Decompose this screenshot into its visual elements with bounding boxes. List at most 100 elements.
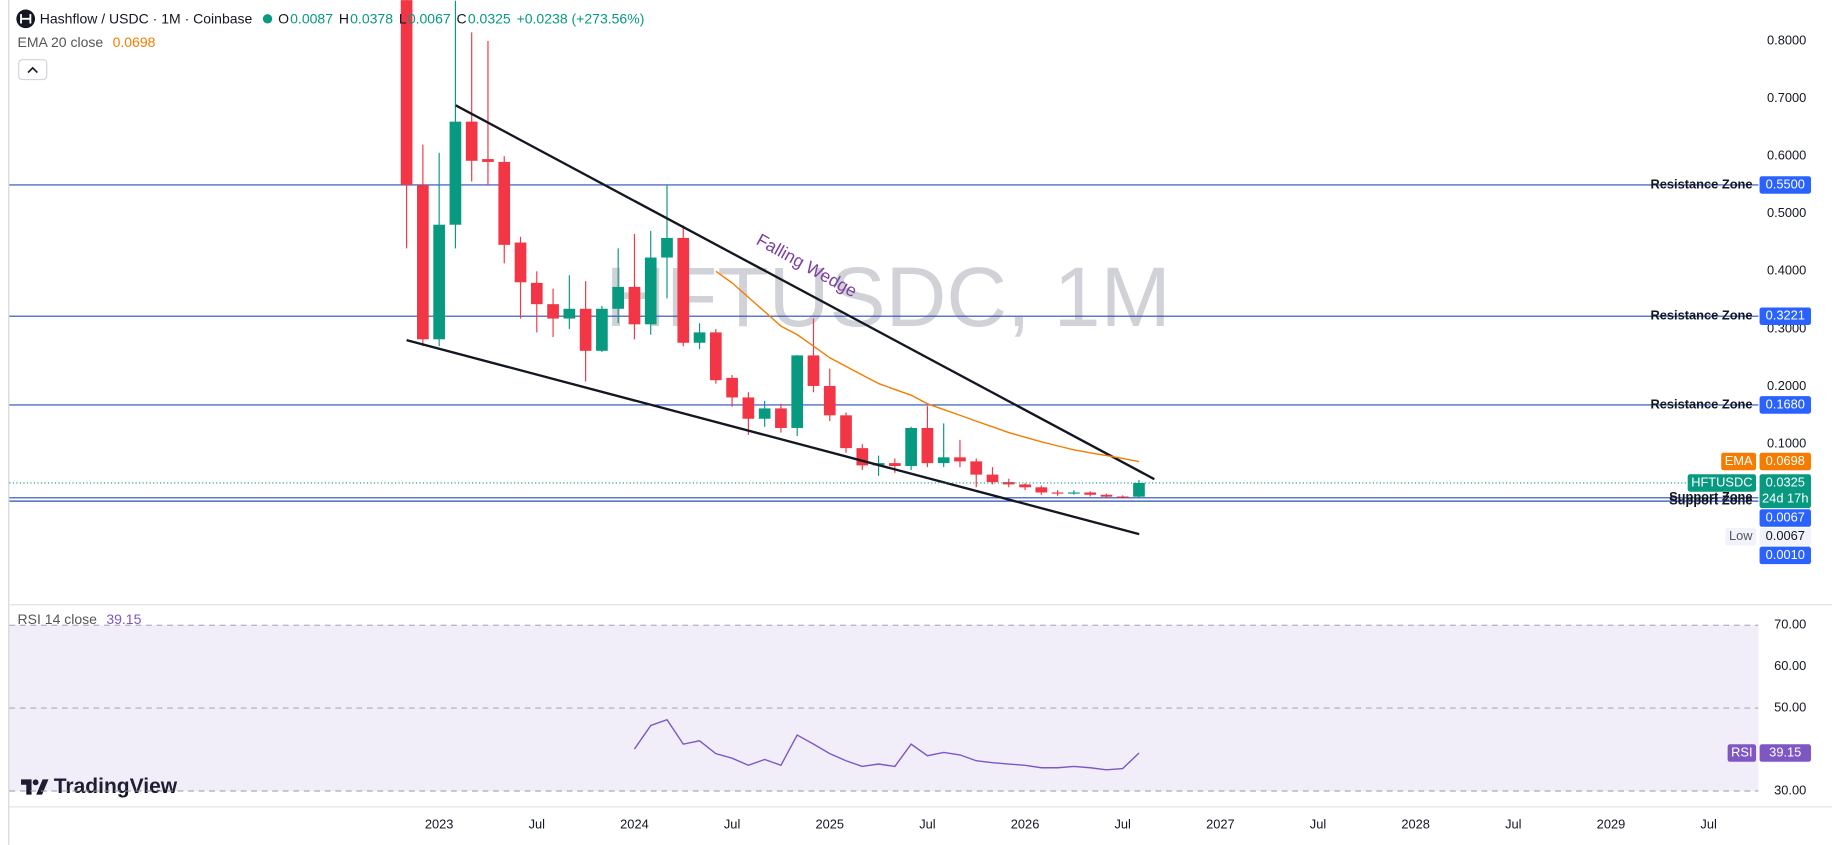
ema-legend: EMA 20 close: [18, 34, 104, 50]
x-tick-label: Jul: [1310, 816, 1326, 831]
rsi-tag-box: [1759, 744, 1811, 762]
low-tag-box: [1725, 527, 1757, 546]
ohlc-value: 0.0087: [290, 11, 333, 27]
candle-body: [644, 257, 657, 325]
candle-body: [449, 121, 462, 225]
candle-body: [758, 408, 771, 419]
candle-body: [628, 286, 641, 325]
candle-body: [1019, 484, 1031, 488]
candle-body: [921, 427, 934, 464]
candle-body: [840, 415, 852, 449]
ema-tag-box: [1721, 452, 1757, 471]
candle-body: [596, 308, 608, 351]
logo-icon: [36, 779, 49, 795]
x-tick-label: 2027: [1206, 816, 1235, 831]
level-tag-box: [1759, 176, 1811, 194]
ohlc-letter: C: [457, 11, 467, 27]
level-tag-value: 0.1680: [1766, 396, 1805, 411]
candle-body: [1068, 492, 1080, 494]
levels: Resistance Zone Resistance Zone Resistance…: [9, 176, 1759, 507]
candle-body: [1116, 496, 1129, 498]
x-tick-label: 2024: [620, 816, 649, 831]
trendline-upper: [455, 104, 1155, 481]
level-label: Resistance Zone: [1650, 176, 1752, 191]
ohlc-value: 0.0378: [350, 11, 393, 27]
ohlc-letter: H: [339, 11, 349, 27]
candle-body: [726, 377, 738, 398]
y-tick-label: 0.8000: [1767, 32, 1806, 47]
rsi-tick-label: 50.00: [1774, 699, 1806, 714]
level-tag-box: [1759, 307, 1811, 325]
ohlc-letter: L: [399, 11, 407, 27]
ohlc-value: 0.0325: [468, 11, 511, 27]
x-tick-label: 2028: [1401, 816, 1430, 831]
logo-icon: [32, 779, 39, 786]
candle-body: [709, 332, 722, 381]
candle-body: [1100, 494, 1113, 497]
change-label: +0.0238 (+273.56%): [517, 11, 645, 27]
price-tag-box: [1759, 474, 1811, 509]
watermark: HFTUSDC, 1M: [605, 250, 1170, 344]
symbol-icon-glyph: [20, 14, 32, 24]
level-tag-box: [1759, 396, 1811, 414]
low-tag-label: Low: [1729, 528, 1753, 543]
price-tag-label: HFTUSDC: [1691, 474, 1752, 489]
low-tag-box: [1759, 527, 1811, 546]
x-tick-label: 2029: [1597, 816, 1626, 831]
x-tick-label: 2026: [1011, 816, 1040, 831]
candle-body: [742, 397, 755, 419]
candle-body: [775, 408, 787, 428]
level-tag-value: 0.0067: [1766, 509, 1805, 524]
candle-body: [889, 463, 901, 466]
candle-body: [482, 159, 494, 162]
candle-body: [433, 224, 445, 340]
level-label: Support Zone: [1669, 489, 1752, 504]
ema-tag-value: 0.0698: [1766, 453, 1805, 468]
candle-body: [1133, 482, 1145, 497]
x-tick-label: 2025: [815, 816, 844, 831]
level-label: Support Zone: [1669, 492, 1752, 507]
candle-body: [954, 457, 966, 462]
logo-icon: [21, 779, 32, 795]
rsi-legend: RSI 14 close: [18, 611, 98, 627]
candle-body: [547, 304, 559, 319]
level-tag-value: 0.5500: [1766, 176, 1805, 191]
candle-body: [498, 161, 511, 245]
rsi-tick-label: 30.00: [1774, 782, 1806, 797]
candle-body: [530, 282, 543, 305]
level-tag-box: [1759, 546, 1811, 565]
y-tick-label: 0.5000: [1767, 205, 1806, 220]
candles: [400, 0, 1145, 498]
level-tag-box: [1759, 509, 1811, 527]
rsi-tag-label: RSI: [1731, 744, 1752, 759]
ohlc-letter: O: [278, 11, 289, 27]
x-tick-label: Jul: [529, 816, 545, 831]
candle-body: [970, 461, 983, 475]
candle-body: [905, 427, 917, 466]
level-label: Resistance Zone: [1650, 308, 1752, 323]
rsi-tick-label: 70.00: [1774, 617, 1806, 632]
rsi-line: [633, 718, 1140, 771]
collapse-icon: [27, 66, 38, 74]
candle-body: [563, 308, 576, 319]
market-status: [262, 14, 273, 24]
y-tick-label: 0.6000: [1767, 148, 1806, 163]
x-tick-label: Jul: [1700, 816, 1716, 831]
candle-body: [1035, 487, 1048, 493]
x-tick-label: 2023: [425, 816, 454, 831]
collapse-button[interactable]: [18, 59, 48, 81]
rsi-legend-value: 39.15: [106, 611, 141, 627]
rsi-tag-value: 39.15: [1769, 744, 1801, 759]
candle-body: [791, 355, 804, 428]
level-label: Resistance Zone: [1650, 396, 1752, 411]
candle-body: [661, 237, 673, 258]
candle-body: [1051, 492, 1064, 494]
rsi-tag-box: [1727, 744, 1757, 762]
y-tick-label: 0.7000: [1767, 90, 1806, 105]
candle-body: [417, 184, 429, 340]
candle-body: [677, 237, 690, 343]
logo-text: TradingView: [54, 775, 178, 798]
